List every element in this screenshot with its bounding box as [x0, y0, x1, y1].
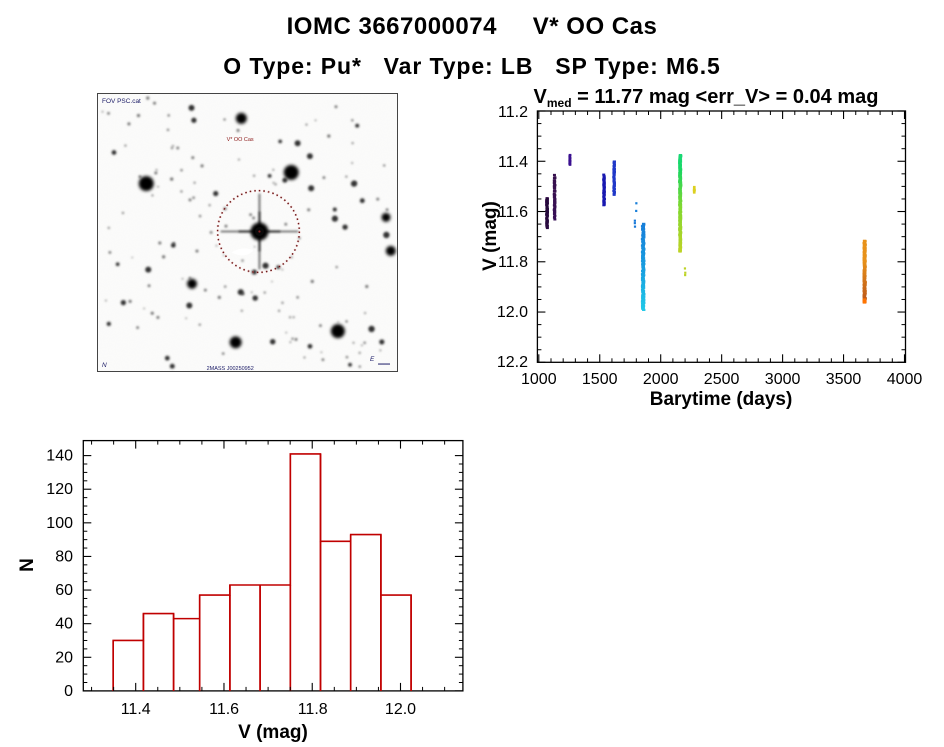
svg-text:V (mag): V (mag)	[238, 722, 308, 743]
svg-text:12.0: 12.0	[385, 701, 416, 718]
svg-text:40: 40	[55, 616, 73, 633]
svg-text:60: 60	[55, 582, 73, 599]
svg-text:11.6: 11.6	[209, 701, 239, 718]
svg-text:0: 0	[64, 683, 73, 700]
svg-text:140: 140	[46, 448, 73, 465]
svg-text:80: 80	[55, 548, 73, 565]
svg-text:20: 20	[55, 649, 73, 666]
svg-text:11.4: 11.4	[121, 701, 151, 718]
svg-text:120: 120	[46, 481, 73, 498]
svg-text:100: 100	[46, 515, 73, 532]
svg-text:11.8: 11.8	[298, 701, 328, 718]
svg-text:N: N	[17, 558, 38, 572]
